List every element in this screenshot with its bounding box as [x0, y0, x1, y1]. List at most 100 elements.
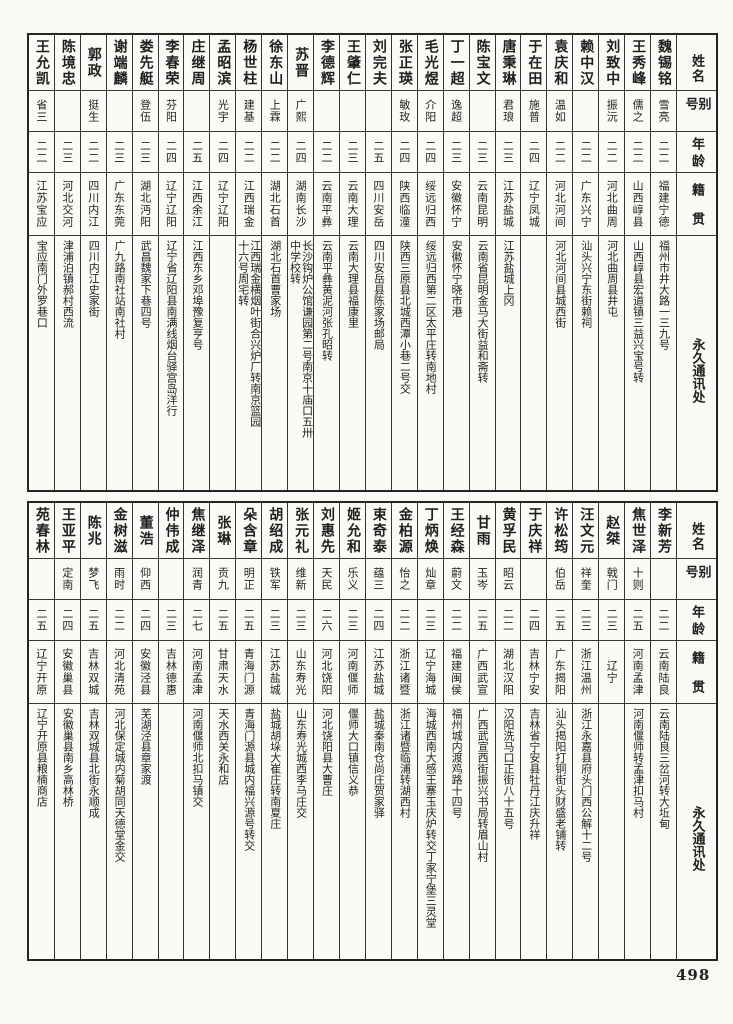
entry-cell-age: 二四 [288, 132, 314, 173]
entry-cell-name: 张正瑛 [391, 35, 417, 91]
entry-cell-address: 绥远归西第二区太平庄转南地村 [418, 236, 443, 490]
header-age-label: 年龄 [689, 605, 704, 639]
entry-origin: 江西瑞金 [242, 180, 256, 228]
entry-cell-address: 汕头揭阳打铜街头财盛老铺转 [547, 704, 572, 959]
entry-name: 郭政 [85, 46, 102, 79]
entry-name: 朵含章 [241, 506, 258, 555]
directory-entry-column: 黄孚民 昭云 二二 湖北汉阳 汉阳洗马口正街八十五号 [494, 503, 521, 959]
header-name-label: 姓名 [689, 521, 704, 552]
entry-cell-alias [54, 91, 80, 132]
entry-cell-age: 二三 [262, 600, 288, 641]
entry-name: 王经森 [448, 506, 465, 555]
entry-cell-origin: 广东兴宁 [573, 173, 599, 236]
header-cell-age: 年龄 [677, 132, 716, 173]
entry-name: 张元礼 [293, 506, 310, 555]
entry-age: 二四 [138, 608, 152, 632]
entry-alias: 省三 [34, 99, 48, 123]
entry-cell-age: 二三 [106, 132, 132, 173]
entry-cell-alias: 戟门 [599, 559, 625, 600]
entry-age: 二五 [216, 608, 230, 632]
directory-entry-column: 陈兆 梦飞 二五 吉林双城 吉林双城县北街永顺成 [79, 503, 106, 959]
entry-origin: 湖南长沙 [294, 180, 308, 228]
entry-address: 长沙钩炉公馆谦园第二号南京十庙口五卅 中学校转 [288, 240, 314, 438]
entry-cell-address: 吉林双城县北街永顺成 [81, 704, 106, 959]
entry-alias: 广熙 [294, 99, 308, 123]
entry-address: 河北河间县城西街 [553, 240, 567, 328]
entry-cell-age: 二五 [80, 600, 106, 641]
entry-name: 丁一超 [448, 38, 465, 87]
entry-cell-alias: 昭云 [495, 559, 521, 600]
entry-cell-name: 娄先艇 [132, 35, 158, 91]
entry-alias: 润青 [190, 567, 204, 591]
directory-entry-column: 王允凯 省三 二二 江苏宝应 宝应南门外罗巷口 [28, 35, 54, 490]
entry-name: 苑春林 [33, 506, 50, 555]
entry-cell-origin: 辽宁辽阳 [158, 173, 184, 236]
entry-name: 陈境忠 [59, 38, 76, 87]
entry-cell-name: 袁庆和 [547, 35, 573, 91]
entry-alias: 天民 [320, 567, 334, 591]
directory-entry-column: 胡绍成 铁军 二三 江苏盐城 盐城胡垛大崔庄转南夏庄 [261, 503, 288, 959]
entry-cell-name: 赵桀 [599, 503, 625, 559]
entry-origin: 山西崞县 [631, 180, 645, 228]
entry-cell-name: 毛光煜 [417, 35, 443, 91]
entry-cell-age: 二六 [314, 600, 340, 641]
entry-cell-name: 陈境忠 [54, 35, 80, 91]
entry-cell-name: 董浩 [132, 503, 158, 559]
entry-address: 浙江诸暨临浦转湖西村 [398, 708, 412, 818]
entry-cell-age: 二三 [158, 600, 184, 641]
entry-alias: 蕴三 [371, 567, 385, 591]
header-name-label: 姓名 [689, 53, 704, 84]
entry-cell-origin: 绥远归西 [417, 173, 443, 236]
directory-entry-column: 杨世柱 建基 二二 江西瑞金 江西瑞金横烟叶街合兴炉厂转南京篮园 十六号周宅转 [235, 35, 262, 490]
entry-cell-age: 二四 [158, 132, 184, 173]
entry-alias: 儒之 [631, 99, 645, 123]
entry-origin: 云南陆良 [657, 648, 671, 696]
entry-cell-address: 青海门源县城内福兴源号转交 [236, 704, 261, 959]
entry-age: 二五 [86, 608, 100, 632]
entry-cell-origin: 甘肃天水 [210, 641, 236, 704]
entry-cell-origin: 河北交河 [54, 173, 80, 236]
entry-cell-alias [314, 91, 340, 132]
entry-cell-age: 二二 [28, 132, 54, 173]
entry-cell-address: 云南陆良三岔河转大坵甸 [651, 704, 676, 959]
entry-cell-alias [158, 559, 184, 600]
entry-age: 二五 [371, 140, 385, 164]
entry-cell-address: 浙江永嘉县府头门西公解十二号 [573, 704, 598, 959]
entry-origin: 吉林德惠 [164, 648, 178, 696]
entry-address: 盐城秦南仓尚庄贺家驿 [372, 708, 386, 818]
entry-cell-age: 二五 [184, 132, 210, 173]
entry-age: 二三 [268, 608, 282, 632]
entry-origin: 湖北汉阳 [501, 648, 515, 696]
entry-name: 刘惠先 [319, 506, 336, 555]
entry-name: 王亚平 [59, 506, 76, 555]
entry-name: 汪文元 [578, 506, 595, 555]
entry-cell-address: 山东寿光城西李马庄交 [288, 704, 313, 959]
entry-age: 二二 [657, 140, 671, 164]
entry-age: 二五 [34, 608, 48, 632]
directory-entry-column: 王秀峰 儒之 二二 山西崞县 山西崞县宏道镇三益兴宝号转 [624, 35, 651, 490]
entry-cell-origin: 广东揭阳 [547, 641, 573, 704]
entry-name: 王允凯 [33, 38, 50, 87]
directory-entry-column: 谢端麟 二三 广东东莞 广九路南社站南社村 [105, 35, 132, 490]
entry-cell-address: 江西瑞金横烟叶街合兴炉厂转南京篮园 十六号周宅转 [236, 236, 261, 490]
entry-cell-origin: 辽宁 [599, 641, 625, 704]
entry-cell-alias: 梦飞 [80, 559, 106, 600]
entry-origin: 江苏盐城 [268, 648, 282, 696]
entry-cell-age: 二五 [625, 600, 651, 641]
entry-cell-age: 二五 [210, 600, 236, 641]
directory-entry-column: 姬允和 乐义 二三 河南偃师 偃师大口镇信义恭 [339, 503, 365, 959]
entry-cell-name: 朵含章 [236, 503, 262, 559]
entry-alias: 乐义 [345, 567, 359, 591]
entry-cell-name: 束奇泰 [365, 503, 391, 559]
entry-name: 王肇仁 [344, 38, 361, 87]
header-cell-origin: 籍贯 [677, 173, 716, 236]
entry-name: 唐秉琳 [500, 38, 517, 87]
entry-age: 二三 [345, 140, 359, 164]
entry-cell-origin: 江苏盐城 [495, 173, 521, 236]
entry-cell-age: 二四 [521, 132, 547, 173]
entry-cell-name: 孟昭滨 [210, 35, 236, 91]
entry-cell-age: 二三 [599, 600, 625, 641]
entry-address: 汕头揭阳打铜街头财盛老铺转 [553, 708, 567, 851]
entry-origin: 辽宁开原 [34, 648, 48, 696]
